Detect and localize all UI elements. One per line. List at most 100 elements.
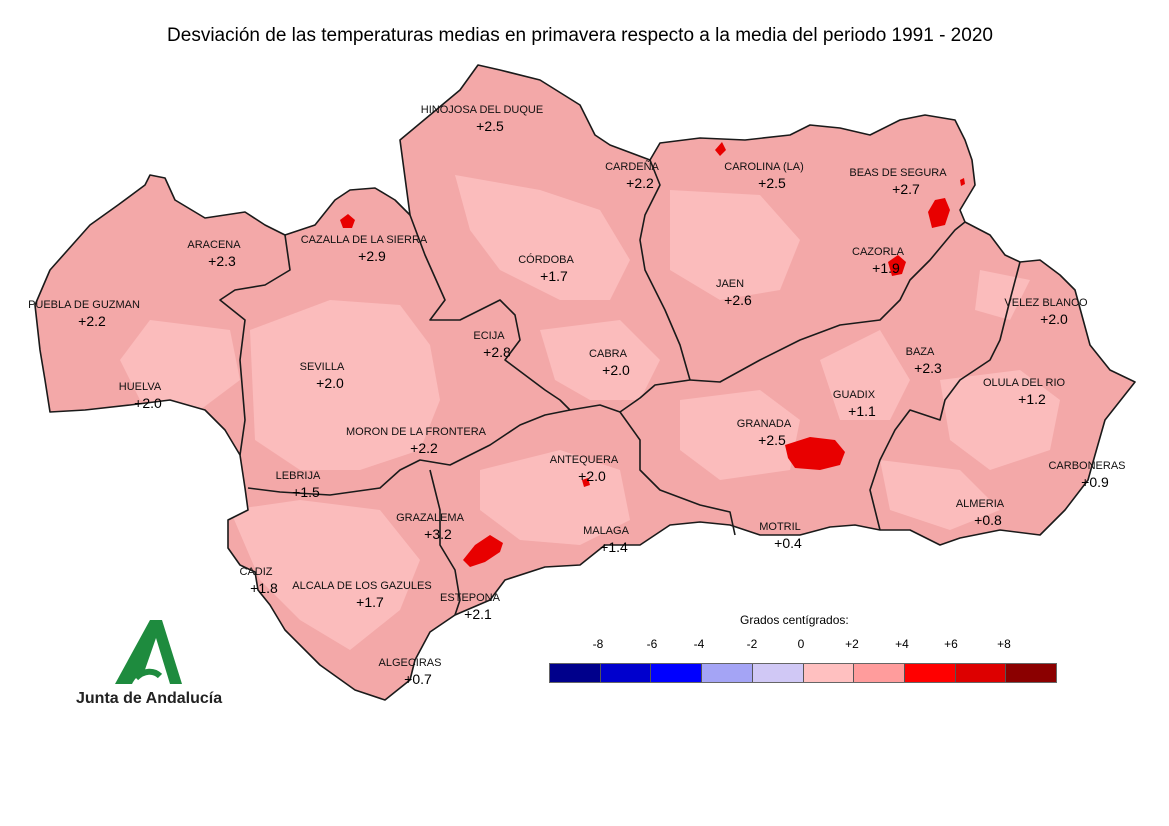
station-name: CAZORLA: [852, 246, 905, 258]
station-name: BAZA: [906, 346, 935, 358]
station-labels: HINOJOSA DEL DUQUE +2.5 CARDEÑA +2.2 CAROLIN…: [28, 104, 1125, 687]
legend-swatch: [550, 664, 601, 682]
legend-swatch: [702, 664, 753, 682]
station-label: HUELVA +2.0: [119, 381, 162, 411]
station-label: ALMERIA +0.8: [956, 498, 1005, 528]
legend-swatch: [854, 664, 905, 682]
station-label: LEBRIJA +1.5: [276, 470, 321, 500]
legend-swatch: [752, 664, 804, 682]
station-name: MORON DE LA FRONTERA: [346, 426, 487, 438]
legend-swatch: [600, 664, 652, 682]
station-label: ARACENA +2.3: [187, 239, 241, 269]
station-label: CAZALLA DE LA SIERRA +2.9: [301, 234, 428, 264]
station-name: ECIJA: [473, 330, 505, 342]
station-value: +2.0: [578, 468, 606, 484]
station-name: GRAZALEMA: [396, 512, 465, 524]
station-label: ALCALA DE LOS GAZULES +1.7: [292, 580, 431, 610]
station-label: CADIZ +1.8: [240, 566, 279, 596]
station-label: CARBONERAS +0.9: [1048, 460, 1125, 490]
station-name: PUEBLA DE GUZMAN: [28, 299, 140, 311]
station-value: +3.2: [424, 526, 452, 542]
station-label: OLULA DEL RIO +1.2: [983, 377, 1066, 407]
station-value: +2.5: [758, 175, 786, 191]
station-name: ESTEPONA: [440, 592, 501, 604]
station-name: BEAS DE SEGURA: [849, 167, 947, 179]
station-name: ANTEQUERA: [550, 454, 619, 466]
station-value: +1.7: [356, 594, 384, 610]
station-label: HINOJOSA DEL DUQUE +2.5: [421, 104, 543, 134]
station-value: +2.2: [626, 175, 654, 191]
station-value: +2.2: [78, 313, 106, 329]
legend-tick: -8: [592, 637, 604, 651]
station-name: SEVILLA: [300, 361, 345, 373]
station-label: PUEBLA DE GUZMAN +2.2: [28, 299, 140, 329]
station-value: +1.5: [292, 484, 320, 500]
station-label: MALAGA +1.4: [583, 525, 630, 555]
station-value: +2.5: [476, 118, 504, 134]
station-label: VELEZ BLANCO +2.0: [1004, 297, 1088, 327]
station-label: JAEN +2.6: [716, 278, 752, 308]
legend-swatch: [1006, 664, 1057, 682]
station-value: +2.1: [464, 606, 492, 622]
legend-tick: +8: [997, 637, 1011, 651]
legend-title: Grados centígrados:: [740, 613, 849, 627]
station-label: ESTEPONA +2.1: [440, 592, 501, 622]
station-name: OLULA DEL RIO: [983, 377, 1066, 389]
station-name: MOTRIL: [759, 521, 801, 533]
station-label: MORON DE LA FRONTERA +2.2: [346, 426, 487, 456]
hot-spots: [340, 142, 965, 567]
station-value: +1.4: [600, 539, 628, 555]
station-label: GRANADA +2.5: [737, 418, 792, 448]
station-name: CARBONERAS: [1048, 460, 1125, 472]
station-value: +2.6: [724, 292, 752, 308]
station-value: +2.3: [914, 360, 942, 376]
station-name: CADIZ: [240, 566, 273, 578]
legend-tick: +6: [944, 637, 958, 651]
station-value: +0.9: [1081, 474, 1109, 490]
station-name: HINOJOSA DEL DUQUE: [421, 104, 543, 116]
station-value: +1.8: [250, 580, 278, 596]
station-name: HUELVA: [119, 381, 162, 393]
station-label: CABRA +2.0: [589, 348, 630, 378]
outline-border: [34, 64, 1136, 701]
station-label: ECIJA +2.8: [473, 330, 511, 360]
station-value: +2.8: [483, 344, 511, 360]
station-name: ALGECIRAS: [379, 657, 442, 669]
station-name: CARDEÑA: [605, 160, 659, 173]
legend-tick: -6: [646, 637, 658, 651]
station-name: JAEN: [716, 278, 744, 290]
station-name: CAROLINA (LA): [724, 161, 803, 173]
station-name: CABRA: [589, 348, 628, 360]
legend-tick: -2: [746, 637, 758, 651]
station-name: ALMERIA: [956, 498, 1005, 510]
station-label: BAZA +2.3: [906, 346, 942, 376]
legend-tick: -4: [693, 637, 705, 651]
station-value: +2.0: [602, 362, 630, 378]
station-value: +1.7: [540, 268, 568, 284]
station-value: +1.2: [1018, 391, 1046, 407]
station-label: CAZORLA +1.9: [852, 246, 905, 276]
station-value: +2.0: [134, 395, 162, 411]
station-label: MOTRIL +0.4: [759, 521, 802, 551]
station-name: ALCALA DE LOS GAZULES: [292, 580, 431, 592]
legend-tick: 0: [797, 637, 805, 651]
station-name: ARACENA: [187, 239, 241, 251]
legend-swatch: [803, 664, 855, 682]
province-borders: [34, 64, 1136, 701]
station-value: +2.3: [208, 253, 236, 269]
legend-swatch: [904, 664, 956, 682]
station-value: +1.9: [872, 260, 900, 276]
station-label: CÓRDOBA +1.7: [518, 253, 574, 284]
station-label: GUADIX +1.1: [833, 389, 876, 419]
station-label: BEAS DE SEGURA +2.7: [849, 167, 947, 197]
station-value: +2.2: [410, 440, 438, 456]
legend-colorbar: [549, 663, 1057, 683]
logo-arch-icon: [115, 620, 182, 684]
station-value: +0.8: [974, 512, 1002, 528]
station-value: +1.1: [848, 403, 876, 419]
legend-tick: +2: [845, 637, 859, 651]
map-title: Desviación de las temperaturas medias en…: [167, 25, 993, 46]
station-label: SEVILLA +2.0: [300, 361, 345, 391]
logo-text: Junta de Andalucía: [76, 690, 223, 707]
